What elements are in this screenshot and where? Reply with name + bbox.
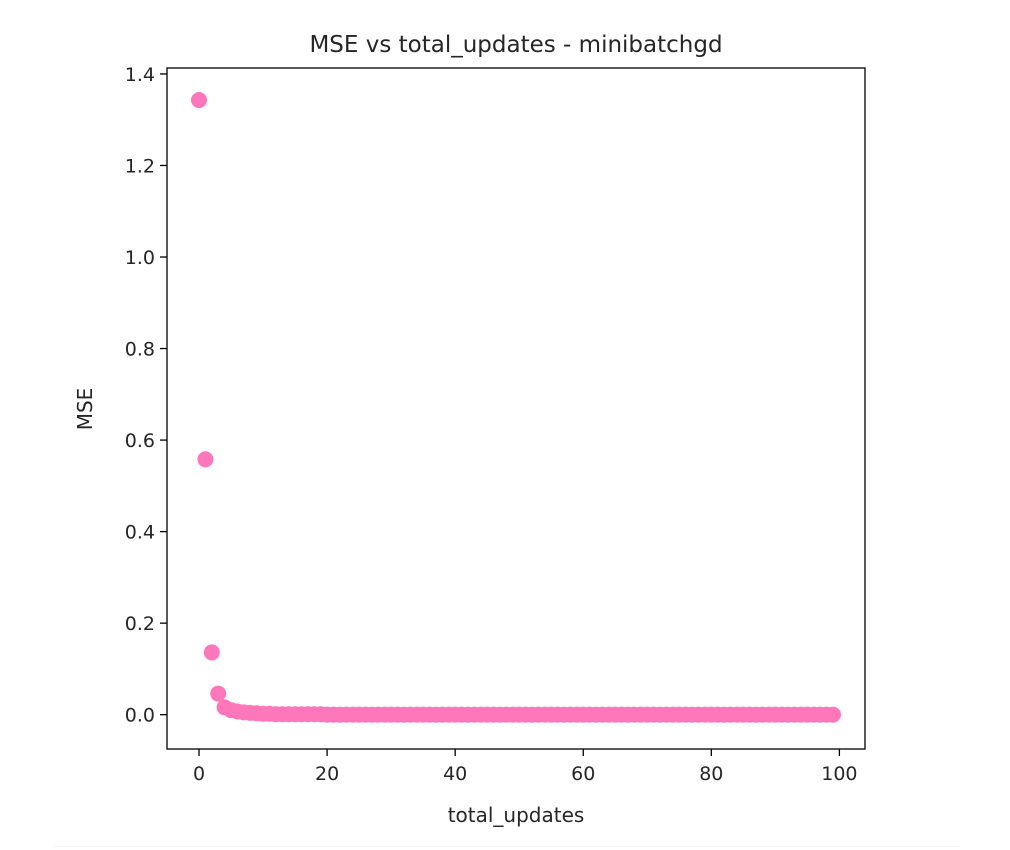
scatter-points bbox=[191, 92, 841, 723]
y-tick-label: 0.4 bbox=[125, 522, 155, 544]
x-axis-ticks: 0 20 40 60 80 100 bbox=[193, 749, 858, 785]
x-tick-label: 100 bbox=[821, 763, 857, 785]
y-tick-label: 1.0 bbox=[125, 247, 155, 269]
x-axis-label: total_updates bbox=[448, 803, 585, 827]
data-point bbox=[191, 92, 208, 109]
x-tick-label: 60 bbox=[571, 763, 595, 785]
axes-frame bbox=[166, 67, 866, 750]
data-point bbox=[824, 706, 841, 723]
y-axis-ticks: 0.0 0.2 0.4 0.6 0.8 1.0 1.2 1.4 bbox=[125, 64, 167, 727]
y-tick-label: 1.2 bbox=[125, 155, 155, 177]
data-point bbox=[203, 644, 220, 661]
y-axis-label: MSE bbox=[73, 388, 97, 431]
y-tick-label: 1.4 bbox=[125, 64, 155, 86]
y-tick-label: 0.8 bbox=[125, 339, 155, 361]
y-tick-label: 0.6 bbox=[125, 430, 155, 452]
x-tick-label: 80 bbox=[699, 763, 723, 785]
y-tick-label: 0.0 bbox=[125, 705, 155, 727]
x-tick-label: 0 bbox=[193, 763, 205, 785]
x-tick-label: 20 bbox=[315, 763, 339, 785]
y-tick-label: 0.2 bbox=[125, 613, 155, 635]
x-tick-label: 40 bbox=[443, 763, 467, 785]
bottom-divider bbox=[55, 846, 960, 847]
data-point bbox=[197, 451, 214, 468]
data-point bbox=[210, 685, 227, 702]
chart-title: MSE vs total_updates - minibatchgd bbox=[309, 32, 722, 58]
